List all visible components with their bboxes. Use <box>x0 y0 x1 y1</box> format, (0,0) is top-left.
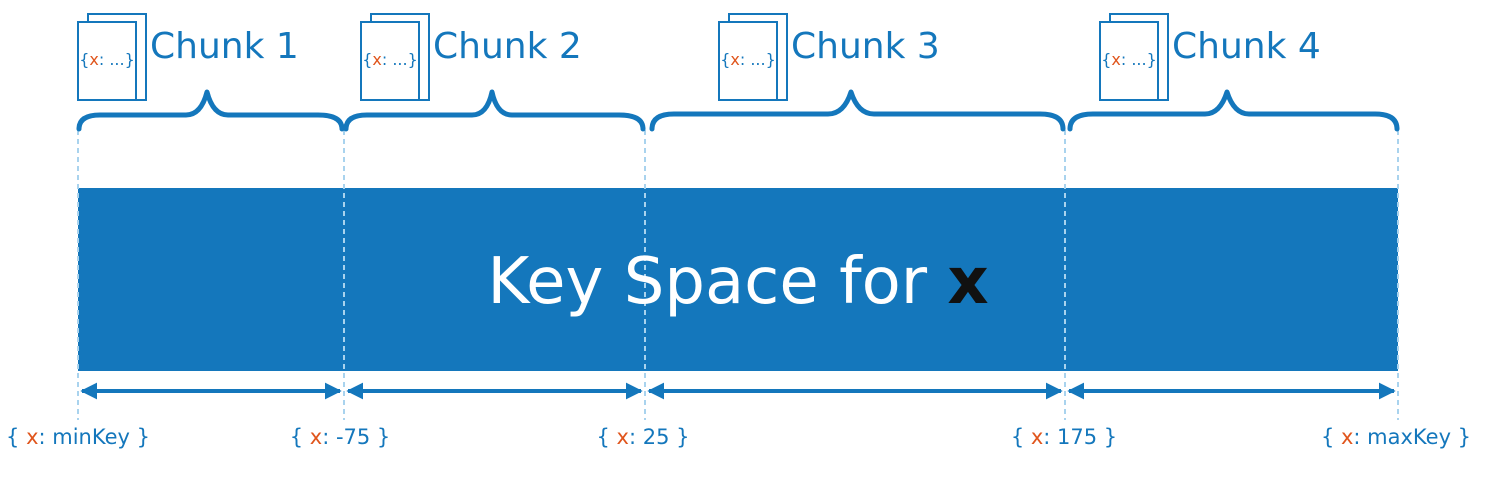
chunk-4-documents-icon <box>1099 13 1169 101</box>
chunk-2-header: {x: ...} Chunk 2 <box>360 13 582 101</box>
chunk-3-document-text: {x: ...} <box>720 50 776 69</box>
boundary-label-25: { x: 25 } <box>597 425 690 449</box>
chunk-4-document-text: {x: ...} <box>1101 50 1157 69</box>
chunk-1-header: {x: ...} Chunk 1 <box>77 13 299 101</box>
chunk-1-document-text: {x: ...} <box>79 50 135 69</box>
chunk-2-documents-icon <box>360 13 430 101</box>
boundary-label-maxkey: { x: maxKey } <box>1321 425 1471 449</box>
boundary-guides <box>77 130 1399 420</box>
chunk-2-brace <box>343 89 646 132</box>
chunk-3-documents-icon <box>718 13 788 101</box>
boundary-label-minkey: { x: minKey } <box>6 425 150 449</box>
key-space-title: Key Space for x <box>487 245 988 319</box>
chunk-4-header: {x: ...} Chunk 4 <box>1099 13 1321 101</box>
chunk-2-document-text: {x: ...} <box>362 50 418 69</box>
chunk-3-brace <box>649 89 1066 132</box>
key-space-bar <box>78 188 1398 371</box>
chunk-3-header: {x: ...} Chunk 3 <box>718 13 940 101</box>
chunk-2-label: Chunk 2 <box>433 26 582 67</box>
chunk-1-label: Chunk 1 <box>150 26 299 67</box>
boundary-label-175: { x: 175 } <box>1011 425 1117 449</box>
chunk-1-brace <box>76 89 345 132</box>
chunk-4-brace <box>1067 89 1400 132</box>
chunk-1-documents-icon <box>77 13 147 101</box>
boundary-label-minus-75: { x: -75 } <box>290 425 391 449</box>
chunk-3-label: Chunk 3 <box>791 26 940 67</box>
chunk-4-label: Chunk 4 <box>1172 26 1321 67</box>
